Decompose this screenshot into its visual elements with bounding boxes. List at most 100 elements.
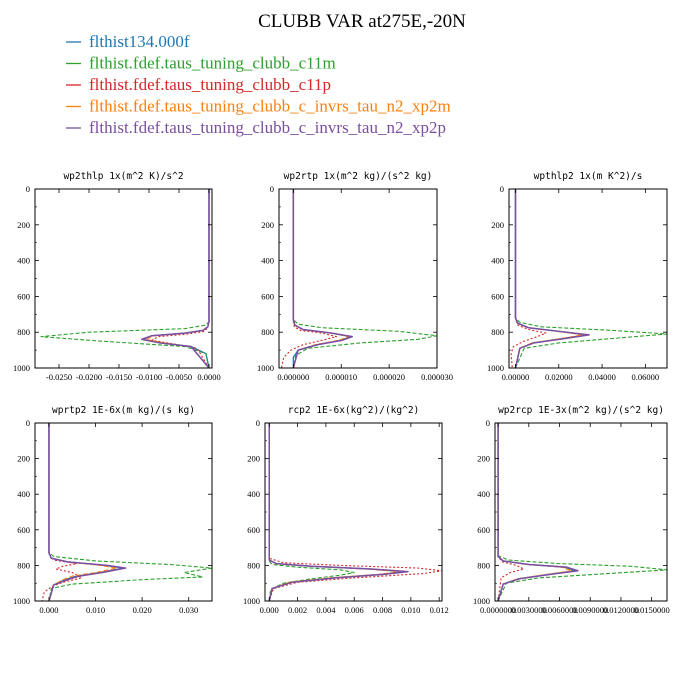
panel-title: rcp2 1E-6x(kg^2)/(kg^2) [288, 405, 420, 416]
panel-title: wp2rcp 1E-3x(m^2 kg)/(s^2 kg) [498, 405, 664, 416]
chart-panels: wp2thlp 1x(m^2 K)/s^2 0 200 400 600 800 1000 -0… [13, 171, 670, 615]
series-line [268, 423, 355, 601]
series-line [497, 423, 525, 601]
y-tick-label: 800 [261, 327, 274, 337]
y-tick-label: 800 [491, 327, 504, 337]
y-tick-label: 200 [17, 454, 30, 464]
y-tick-label: 1000 [257, 363, 274, 373]
y-tick-label: 0 [26, 418, 30, 428]
y-tick-label: 1000 [473, 596, 490, 606]
x-tick-label: -0.0100 [136, 372, 162, 382]
y-tick-label: 1000 [13, 363, 30, 373]
y-tick-label: 600 [17, 291, 30, 301]
legend-label: flthist134.000f [89, 32, 190, 51]
x-tick-label: 0.030 [179, 605, 198, 615]
y-tick-label: 800 [17, 560, 30, 570]
series-line [41, 423, 83, 601]
x-tick-label: 0.0000000 [480, 605, 516, 615]
y-tick-label: 400 [477, 489, 490, 499]
x-tick-label: -0.0050 [166, 372, 192, 382]
series-line [292, 189, 352, 368]
series-line [268, 423, 409, 601]
y-tick-label: 200 [247, 454, 260, 464]
panel-title: wp2thlp 1x(m^2 K)/s^2 [63, 171, 183, 182]
series-line [497, 423, 579, 601]
series-line [514, 189, 590, 368]
y-tick-label: 0 [256, 418, 260, 428]
y-tick-label: 0 [26, 184, 30, 194]
x-tick-label: 0.00000 [502, 372, 530, 382]
x-tick-label: 0.000030 [421, 372, 453, 382]
chart-panel: wpthlp2 1x(m K^2)/s 0 200 400 600 800 10000.00… [487, 171, 668, 382]
y-tick-label: 800 [17, 327, 30, 337]
y-tick-label: 200 [477, 454, 490, 464]
x-tick-label: -0.0150 [106, 372, 132, 382]
series-line [514, 189, 667, 368]
series-line [280, 189, 338, 368]
y-tick-label: 200 [261, 220, 274, 230]
x-tick-label: 0.004 [316, 605, 336, 615]
y-tick-label: 400 [247, 489, 260, 499]
series-line [497, 423, 667, 601]
x-tick-label: 0.02000 [545, 372, 573, 382]
legend-label: flthist.fdef.taus_tuning_clubb_c11p [89, 75, 331, 94]
x-tick-label: 0.020 [133, 605, 152, 615]
y-tick-label: 600 [247, 525, 260, 535]
x-tick-label: 0.000010 [325, 372, 357, 382]
y-tick-label: 400 [491, 256, 504, 266]
chart-panel: wp2rtp 1x(m^2 kg)/(s^2 kg) 0 200 400 600 800 1… [257, 171, 453, 382]
y-tick-label: 600 [261, 291, 274, 301]
x-tick-label: 0.000 [260, 605, 279, 615]
y-tick-label: 1000 [243, 596, 260, 606]
x-tick-label: 0.006 [345, 605, 364, 615]
panel-title: wpthlp2 1x(m K^2)/s [534, 171, 643, 182]
x-tick-label: 0.0060000 [541, 605, 577, 615]
x-tick-label: 0.0120000 [603, 605, 639, 615]
y-tick-label: 0 [500, 184, 504, 194]
panel-frame [278, 188, 438, 369]
x-tick-label: 0.0150000 [634, 605, 670, 615]
y-tick-label: 600 [477, 525, 490, 535]
y-tick-label: 400 [17, 489, 30, 499]
x-tick-label: 0.000000 [277, 372, 309, 382]
panel-frame [508, 188, 668, 369]
y-tick-label: 800 [247, 560, 260, 570]
x-tick-label: 0.000 [39, 605, 58, 615]
panel-frame [264, 422, 443, 602]
x-tick-label: 0.010 [86, 605, 105, 615]
series-line [48, 423, 212, 601]
y-tick-label: 400 [17, 256, 30, 266]
y-tick-label: 0 [270, 184, 274, 194]
x-tick-label: -0.0250 [46, 372, 72, 382]
panel-frame [34, 422, 213, 602]
panel-title: wp2rtp 1x(m^2 kg)/(s^2 kg) [284, 171, 433, 182]
x-tick-label: 0.012 [430, 605, 449, 615]
series-line [497, 423, 573, 601]
series-line [292, 189, 353, 368]
legend: flthist134.000f flthist.fdef.taus_tuning_… [66, 32, 451, 137]
series-line [292, 189, 437, 368]
x-tick-label: 0.008 [373, 605, 392, 615]
series-line [141, 189, 210, 368]
y-tick-label: 1000 [487, 363, 504, 373]
x-tick-label: 0.002 [288, 605, 307, 615]
panel-frame [494, 422, 668, 602]
series-line [48, 423, 127, 601]
series-line [40, 189, 210, 368]
y-tick-label: 800 [477, 560, 490, 570]
panel-frame [34, 188, 213, 369]
y-tick-label: 600 [17, 525, 30, 535]
chart-panel: wp2rcp 1E-3x(m^2 kg)/(s^2 kg) 0 200 400 600 8… [473, 405, 670, 615]
x-tick-label: 0.000020 [373, 372, 405, 382]
y-tick-label: 0 [486, 418, 490, 428]
x-tick-label: 0.0000 [197, 372, 220, 382]
legend-label: flthist.fdef.taus_tuning_clubb_c11m [89, 54, 336, 73]
figure-title: CLUBB VAR at275E,-20N [258, 11, 466, 32]
x-tick-label: 0.0090000 [572, 605, 608, 615]
series-line [145, 189, 210, 368]
x-tick-label: 0.010 [401, 605, 420, 615]
series-line [151, 189, 210, 368]
chart-panel: wp2thlp 1x(m^2 K)/s^2 0 200 400 600 800 1000 -0… [13, 171, 221, 382]
panel-title: wprtp2 1E-6x(m kg)/(s kg) [52, 405, 195, 416]
y-tick-label: 200 [491, 220, 504, 230]
